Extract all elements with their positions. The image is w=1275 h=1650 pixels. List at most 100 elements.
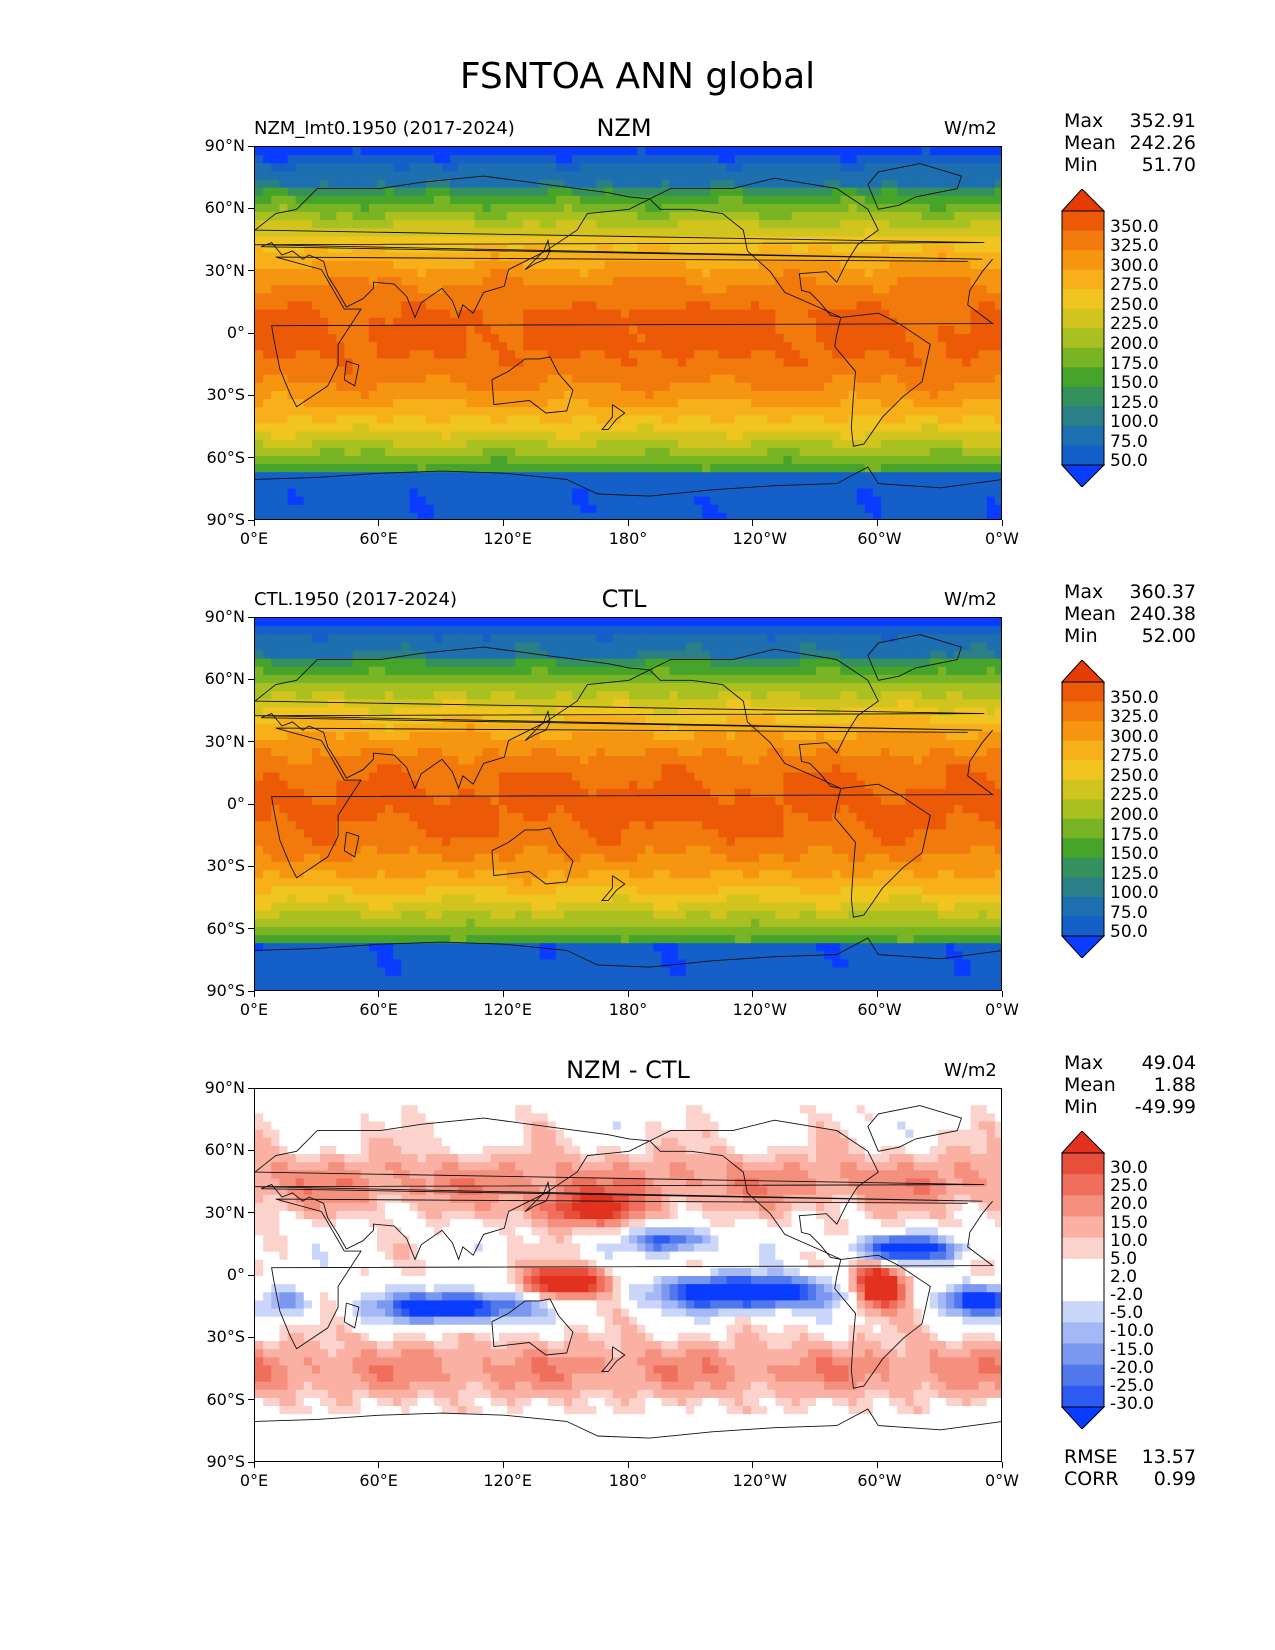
colorbar-bin — [1062, 1364, 1104, 1387]
lat-tick-mark — [248, 1149, 254, 1152]
lon-tick-mark — [627, 991, 629, 997]
colorbar-level-label: 100.0 — [1110, 412, 1159, 433]
colorbar-bin — [1062, 406, 1104, 427]
lat-tick-mark — [248, 332, 254, 334]
field-contour-map — [255, 1089, 1001, 1461]
colorbar-bin — [1062, 386, 1104, 407]
lon-tick-label: 60°E — [359, 1000, 398, 1019]
stat-min-value: 52.00 — [1141, 625, 1196, 647]
colorbar-level-label: 225.0 — [1110, 785, 1159, 806]
lon-tick-label: 0°E — [239, 529, 269, 548]
stat-mean: Mean 1.88 — [1064, 1074, 1196, 1096]
lat-tick-mark — [248, 1399, 254, 1401]
colorbar-bin — [1062, 1258, 1104, 1281]
coastline-segment — [524, 709, 551, 741]
stat-mean-label: Mean — [1064, 132, 1116, 154]
coastline-segment — [649, 177, 879, 318]
lat-tick-label: 90°S — [206, 981, 245, 1000]
figure-title: FSNTOA ANN global — [459, 56, 816, 97]
colorbar — [1060, 1131, 1106, 1429]
colorbar-level-label: 200.0 — [1110, 805, 1159, 825]
colorbar-bin — [1062, 269, 1104, 290]
coastline-segment — [649, 648, 879, 789]
lon-tick-label: 120°E — [483, 529, 532, 548]
lat-tick-label: 90°N — [204, 607, 245, 626]
lat-tick-label: 30°N — [204, 731, 245, 751]
stat-mean-label: Mean — [1064, 603, 1116, 625]
coastline-segment — [491, 356, 574, 414]
lon-tick-mark — [876, 1462, 879, 1468]
colorbar-bin — [1062, 682, 1104, 703]
lon-tick-mark — [752, 520, 754, 526]
coastline-segment — [255, 1117, 985, 1261]
coastline-segment — [255, 175, 985, 319]
coastline-segment — [271, 1198, 994, 1350]
coastline-segment — [491, 1298, 574, 1356]
coastline-segment — [255, 466, 1001, 497]
coastline-segment — [867, 1105, 962, 1152]
colorbar-bin — [1062, 1385, 1104, 1408]
coastline-segment — [524, 238, 551, 270]
colorbar-level-label: 2.0 — [1110, 1266, 1138, 1287]
diff-extra-stats: RMSE 13.57 CORR 0.99 — [1064, 1446, 1196, 1490]
colorbar-level-label: 300.0 — [1110, 726, 1159, 747]
lat-tick-mark — [248, 803, 254, 805]
colorbar-level-label: 250.0 — [1110, 294, 1159, 315]
stat-max-label: Max — [1064, 1052, 1104, 1074]
map-panel-nzm: NZM_lmt0.1950 (2017-2024) NZM W/m2 90°N 60°N… — [0, 0, 1275, 548]
lon-tick-mark — [253, 1462, 255, 1468]
map-plot-area — [254, 146, 1002, 520]
lon-tick-label: 180° — [608, 1471, 648, 1490]
coastline-segment — [601, 404, 626, 431]
panel-units: W/m2 — [944, 589, 997, 610]
coastline-segment — [601, 1346, 626, 1373]
colorbar — [1060, 189, 1106, 487]
colorbar-bin — [1062, 1280, 1104, 1302]
stat-max-label: Max — [1064, 581, 1104, 603]
coastline-segment — [271, 727, 994, 879]
colorbar-bin — [1062, 760, 1104, 781]
coastline-segment — [271, 256, 994, 408]
colorbar-bin — [1062, 211, 1104, 232]
colorbar-max-extend — [1060, 660, 1106, 683]
colorbar-level-label: 50.0 — [1110, 451, 1148, 472]
stat-min: Min 52.00 — [1064, 625, 1196, 647]
colorbar-bin — [1062, 308, 1104, 329]
stat-min-value: -49.99 — [1134, 1096, 1196, 1118]
lon-tick-mark — [876, 991, 879, 997]
lon-tick-label: 60°W — [857, 529, 902, 548]
colorbar-max-extend — [1060, 1131, 1106, 1154]
colorbar-level-label: 25.0 — [1110, 1176, 1148, 1197]
lon-tick-label: 180° — [608, 529, 648, 548]
colorbar-bin — [1062, 425, 1104, 446]
lon-tick-label: 60°E — [359, 1471, 398, 1490]
coastline-segment — [649, 1119, 879, 1260]
lon-tick-label: 120°W — [732, 1471, 788, 1490]
colorbar-bin — [1062, 721, 1104, 742]
colorbar-level-label: 200.0 — [1110, 334, 1159, 354]
lat-tick-label: 90°S — [206, 1452, 245, 1471]
colorbar-bin — [1062, 1322, 1104, 1344]
lat-tick-mark — [248, 1087, 254, 1089]
lon-tick-label: 0°E — [239, 1471, 269, 1490]
lat-tick-mark — [248, 616, 254, 618]
colorbar-level-label: 5.0 — [1110, 1248, 1138, 1269]
colorbar-bin — [1062, 857, 1104, 878]
colorbar-bin — [1062, 367, 1104, 388]
colorbar-level-label: 75.0 — [1110, 431, 1148, 452]
stat-max-value: 49.04 — [1141, 1052, 1196, 1074]
lon-tick-label: 120°W — [732, 529, 788, 548]
panel-stats: Max 352.91 Mean 242.26 Min 51.70 — [1064, 110, 1196, 176]
colorbar-level-label: 175.0 — [1110, 353, 1159, 374]
colorbar-level-label: 275.0 — [1110, 275, 1159, 296]
stat-mean-value: 1.88 — [1153, 1074, 1196, 1096]
lat-tick-label: 30°N — [204, 1202, 245, 1222]
coastlines — [255, 1105, 1001, 1439]
lon-tick-label: 60°W — [857, 1000, 902, 1019]
colorbar-bin — [1062, 799, 1104, 820]
colorbar-min-extend — [1060, 464, 1106, 487]
colorbar-level-label: 300.0 — [1110, 255, 1159, 276]
coastline-segment — [255, 646, 985, 790]
colorbar-min-extend — [1060, 1406, 1106, 1429]
coastline-segment — [601, 875, 626, 902]
